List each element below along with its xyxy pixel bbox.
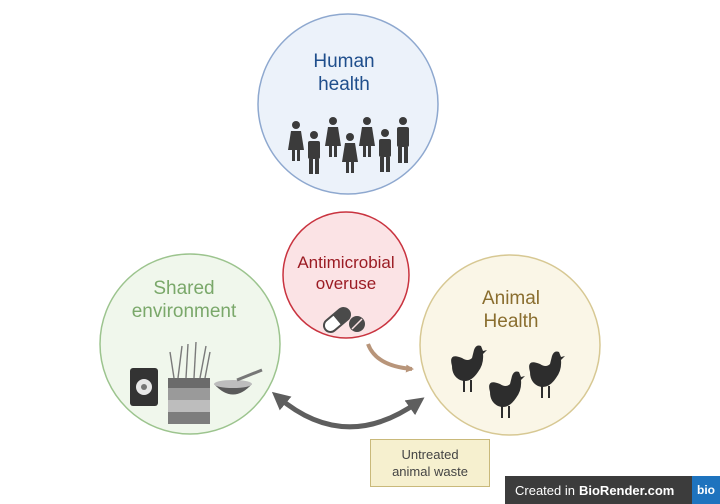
soil-icon (168, 341, 211, 424)
antimicrobial-overuse-circle (282, 211, 410, 339)
biorender-logo-icon: bio (692, 476, 720, 504)
chicken-icon (451, 345, 565, 418)
human-health-label: Human health (313, 51, 375, 95)
animal-health-label: Animal Health (481, 288, 541, 332)
shared-environment-label: Shared environment (131, 278, 237, 322)
biorender-credit[interactable]: Created in BioRender.com bio (505, 476, 720, 504)
untreated-animal-waste-box: Untreated animal waste (370, 439, 490, 487)
pill-icon (322, 307, 365, 333)
overuse-to-animal-arrow (366, 343, 414, 373)
grain-bowl-icon (214, 368, 263, 395)
antimicrobial-overuse-label: Antimicrobial overuse (297, 253, 395, 293)
environment-animal-arrow (271, 391, 425, 430)
credit-prefix: Created in (515, 482, 575, 498)
people-icon (288, 117, 409, 174)
credit-brand: BioRender.com (578, 482, 675, 498)
seed-bag-icon (130, 368, 158, 406)
